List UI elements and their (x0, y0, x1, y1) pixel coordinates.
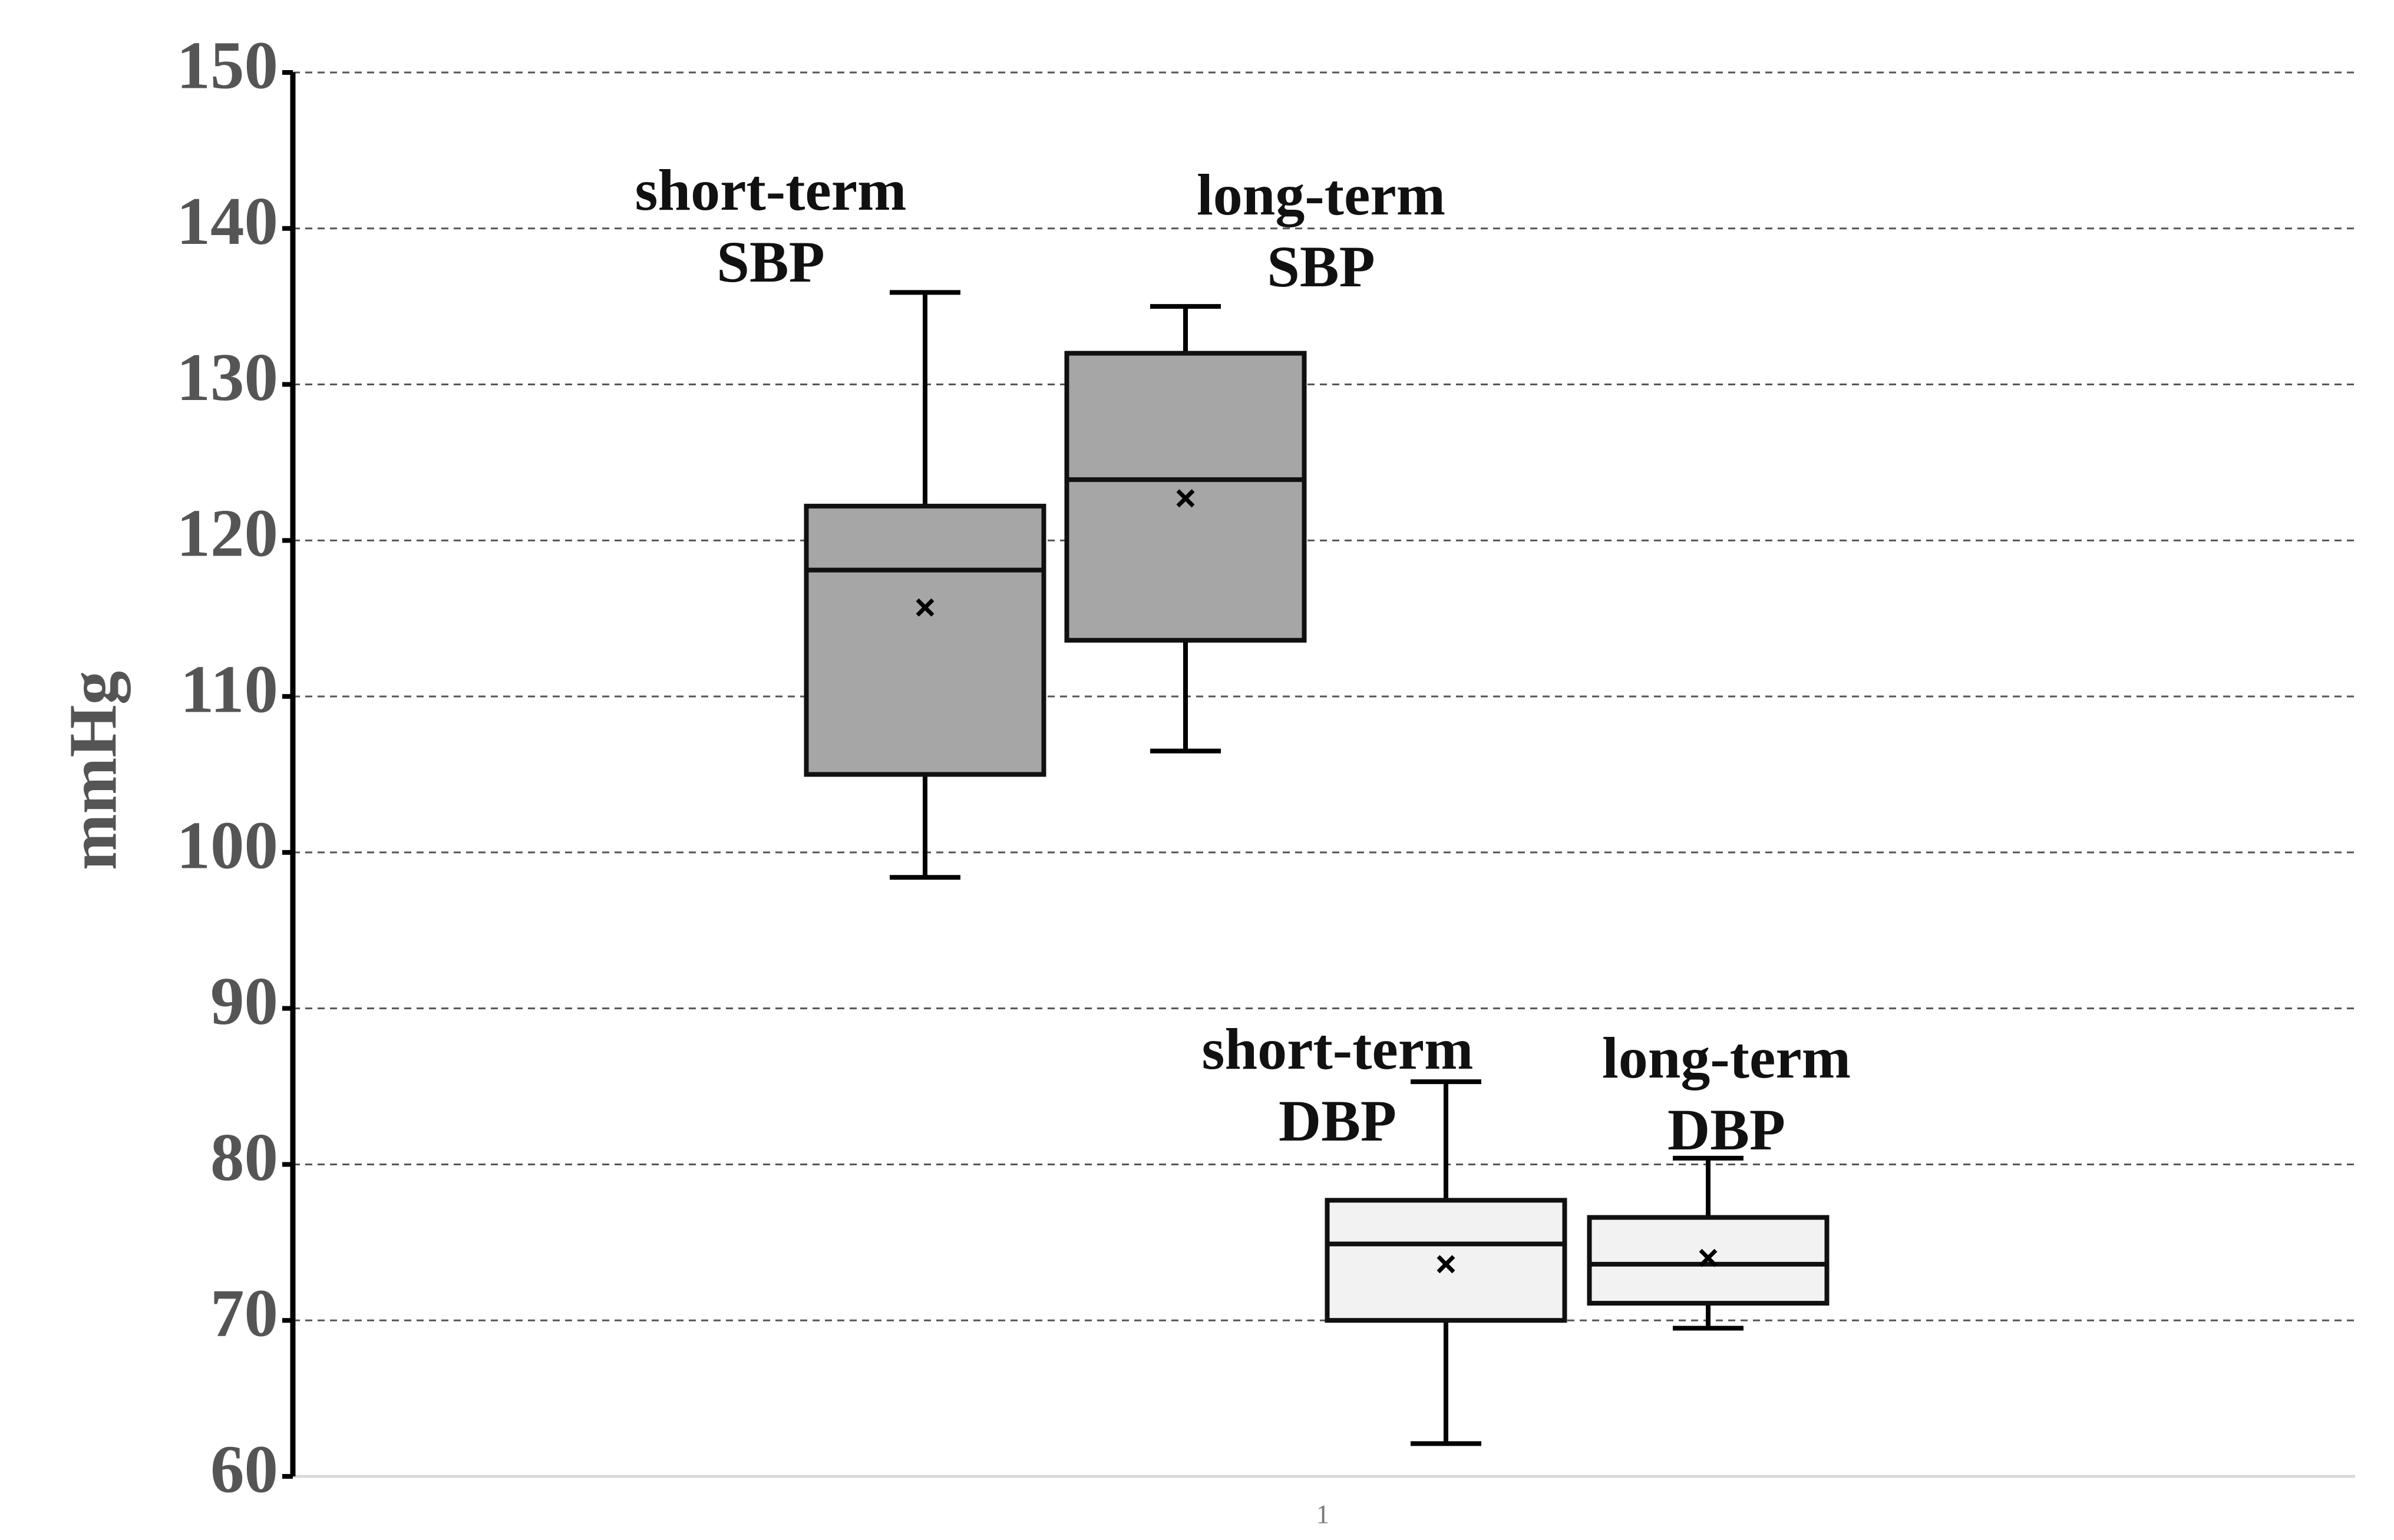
y-tick-label: 130 (177, 340, 279, 415)
box (1587, 1215, 1830, 1306)
series-label: short-term SBP (635, 157, 907, 295)
x-tick-label: 1 (1316, 1499, 1330, 1529)
mean-marker (1437, 1255, 1455, 1274)
y-tick-label: 60 (210, 1432, 278, 1506)
box (804, 504, 1046, 777)
y-axis-label: mmHg (55, 671, 130, 871)
series-label: short-term DBP (1201, 1016, 1474, 1154)
y-tick-label: 120 (177, 496, 279, 571)
y-tick-label: 100 (177, 808, 279, 883)
series-label: long-term DBP (1601, 1025, 1851, 1162)
y-tick-label: 70 (210, 1276, 278, 1351)
mean-marker (916, 598, 935, 617)
y-tick-label: 140 (177, 184, 279, 259)
y-tick-label: 150 (177, 28, 279, 103)
box (1325, 1198, 1567, 1323)
mean-marker (1176, 489, 1195, 508)
y-tick-label: 110 (180, 652, 278, 727)
series-label: long-term SBP (1196, 162, 1446, 299)
mean-marker (1699, 1248, 1718, 1267)
y-tick-label: 90 (210, 964, 278, 1039)
y-tick-label: 80 (210, 1120, 278, 1195)
